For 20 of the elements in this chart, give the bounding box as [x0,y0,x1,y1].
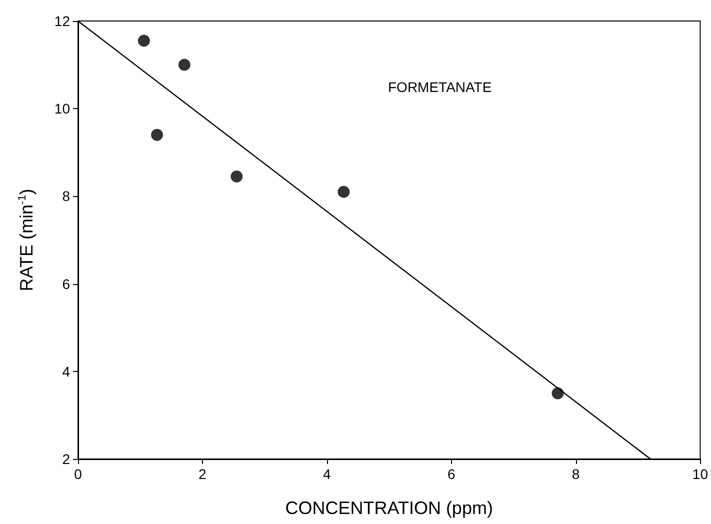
annotation: FORMETANATE [388,79,492,95]
x-axis-title: CONCENTRATION (ppm) [285,498,493,518]
point [138,34,150,47]
point [230,170,243,182]
y-tick-label: 10 [54,100,70,117]
point [338,186,350,198]
y-tick-label: 4 [62,363,70,380]
x-tick-label: 6 [447,466,456,482]
y-tick-label: 8 [62,188,70,204]
x-tick-label: 10 [692,466,708,482]
x-tick-label: 8 [572,466,580,482]
point [151,128,164,141]
x-tick-label: 0 [74,466,82,482]
point [178,58,190,71]
y-tick-label: 2 [62,451,70,467]
y-tick-label: 6 [62,276,70,292]
y-axis-title: RATE (min-1) [16,188,36,292]
x-tick-label: 4 [322,466,331,482]
y-tick-label: 12 [54,13,70,29]
x-tick-label: 2 [198,466,207,482]
